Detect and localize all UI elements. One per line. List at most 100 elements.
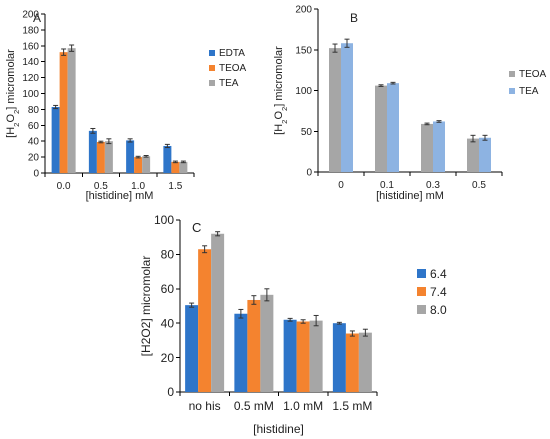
y-tick-label: 20 xyxy=(28,153,40,164)
y-axis-label-part: ] micromolar xyxy=(273,46,285,107)
bar-7-4-1 xyxy=(247,299,261,392)
x-axis-label: [histidine] mM xyxy=(86,190,154,202)
y-tick-label: 100 xyxy=(22,89,39,100)
chart-panel-a: A 0 20 40 60 80 100 120 140 160 180 200 0.0 0.5 1.0 1.5… xyxy=(5,10,247,203)
y-tick-label: 60 xyxy=(28,121,40,132)
bar-tea-3 xyxy=(179,161,188,173)
bar-8-0-1 xyxy=(260,294,274,392)
y-tick-label: 140 xyxy=(22,57,39,68)
bar-7-4-2 xyxy=(296,321,310,392)
bar-8-0-3 xyxy=(358,332,372,392)
legend-label: 6.4 xyxy=(430,267,447,281)
x-tick-label: 0.0 xyxy=(57,181,71,192)
panel-label: A xyxy=(33,11,41,25)
y-axis-label: [H2O2] micromolar xyxy=(139,256,153,357)
bar-8-0-0 xyxy=(211,233,225,392)
y-tick-label: 120 xyxy=(22,73,39,84)
legend: 6.4 7.4 8.0 xyxy=(417,267,447,317)
y-axis-label-subscript: 2 xyxy=(280,120,289,124)
x-tick-label: 0.5 mM xyxy=(234,399,274,413)
y-axis-label-subscript: 2 xyxy=(12,110,21,114)
x-tick-label: 1.0 mM xyxy=(283,399,323,413)
bar-teoa-2 xyxy=(421,123,433,172)
y-tick-label: 20 xyxy=(161,351,175,365)
y-tick-label: 0 xyxy=(306,168,312,179)
y-tick-label: 0 xyxy=(33,169,39,180)
y-tick-label: 40 xyxy=(161,316,175,330)
bar-edta-1 xyxy=(88,130,97,173)
y-axis-label-part: [H xyxy=(273,124,285,135)
y-axis-label-subscript: 2 xyxy=(280,107,289,111)
y-axis-label-part: O xyxy=(273,111,285,120)
x-tick-label: 0.5 xyxy=(472,180,486,191)
legend-swatch xyxy=(417,269,426,278)
bar-tea-1 xyxy=(104,141,113,173)
bar-tea-1 xyxy=(387,83,399,172)
legend-swatch xyxy=(417,287,426,296)
bar-6-4-3 xyxy=(332,323,346,392)
legend-swatch xyxy=(417,305,426,314)
bar-6-4-0 xyxy=(185,305,199,392)
legend-label: TEOA xyxy=(219,63,247,74)
bar-teoa-3 xyxy=(467,138,479,172)
bar-6-4-2 xyxy=(283,319,297,392)
y-axis-label: [H2O2] micromolar xyxy=(5,49,21,138)
y-tick-label: 60 xyxy=(161,282,175,296)
bar-8-0-2 xyxy=(309,320,323,392)
bar-tea-2 xyxy=(433,121,445,172)
y-tick-label: 40 xyxy=(28,137,40,148)
y-tick-label: 80 xyxy=(161,248,175,262)
legend-swatch xyxy=(209,80,215,86)
x-axis-label: [histidine] xyxy=(253,422,304,436)
y-tick-label: 100 xyxy=(154,213,174,227)
bar-teoa-3 xyxy=(171,161,180,173)
bar-tea-3 xyxy=(479,137,491,172)
y-axis-label-part: O xyxy=(5,114,17,123)
y-tick-label: 150 xyxy=(295,45,312,56)
chart-panel-c: C 0 20 40 60 80 100 no his 0.5 mM 1.0 mM 1.5 mM [H2… xyxy=(139,213,447,436)
bar-teoa-1 xyxy=(96,141,105,173)
legend-swatch xyxy=(509,88,515,94)
legend: TEOA TEA xyxy=(509,69,547,97)
x-tick-label: 0 xyxy=(338,180,344,191)
x-tick-label: 0.5 xyxy=(94,181,108,192)
y-axis-label: [H2O2] micromolar xyxy=(273,46,289,135)
x-tick-label: 0.1 xyxy=(380,180,394,191)
y-tick-label: 200 xyxy=(295,5,312,16)
legend-swatch xyxy=(209,65,215,71)
x-tick-label: 1.5 xyxy=(168,181,182,192)
y-axis-label-part: [H xyxy=(5,127,17,138)
bar-6-4-1 xyxy=(234,313,248,392)
y-axis-label-part: ] micromolar xyxy=(5,49,17,110)
y-tick-label: 0 xyxy=(167,385,174,399)
bar-7-4-3 xyxy=(345,333,359,392)
legend-label: 7.4 xyxy=(430,285,447,299)
legend-swatch xyxy=(209,50,215,56)
y-tick-label: 50 xyxy=(301,127,313,138)
bar-edta-3 xyxy=(163,145,172,173)
legend: EDTA TEOA TEA xyxy=(209,48,247,89)
panel-label: C xyxy=(192,220,201,235)
bar-teoa-2 xyxy=(134,157,143,173)
bar-7-4-0 xyxy=(198,249,212,392)
legend-label: 8.0 xyxy=(430,303,447,317)
bar-tea-0 xyxy=(341,43,353,173)
bar-edta-2 xyxy=(126,140,135,173)
legend-label: TEA xyxy=(219,78,239,89)
legend-label: EDTA xyxy=(219,48,245,59)
x-tick-label: 0.3 xyxy=(426,180,440,191)
y-tick-label: 80 xyxy=(28,105,40,116)
bar-teoa-0 xyxy=(329,48,341,173)
y-tick-label: 180 xyxy=(22,25,39,36)
legend-label: TEA xyxy=(519,86,539,97)
y-tick-label: 200 xyxy=(22,10,39,21)
y-axis-label-subscript: 2 xyxy=(12,123,21,127)
bar-teoa-1 xyxy=(375,85,387,172)
x-tick-label: 1.5 mM xyxy=(332,399,372,413)
y-tick-label: 160 xyxy=(22,41,39,52)
legend-label: TEOA xyxy=(519,69,547,80)
bar-tea-0 xyxy=(67,48,76,174)
bar-teoa-0 xyxy=(59,52,68,173)
